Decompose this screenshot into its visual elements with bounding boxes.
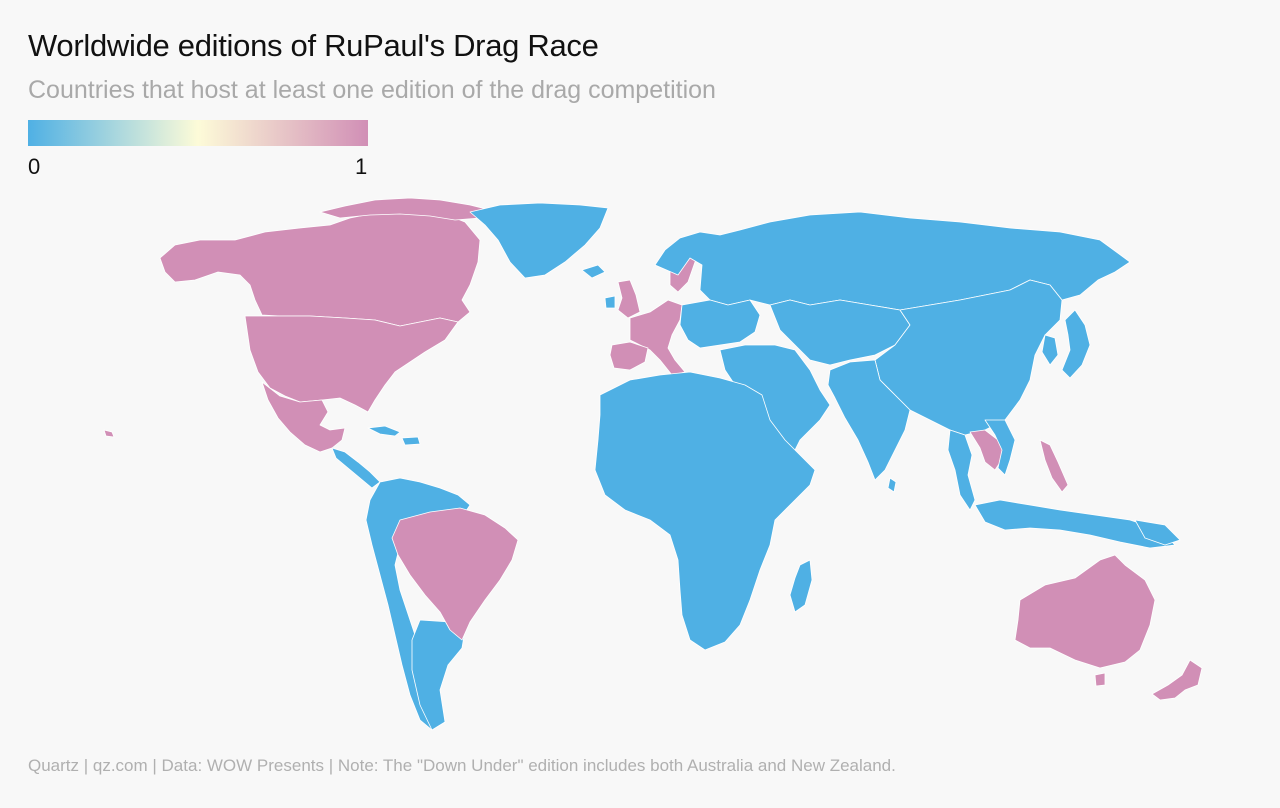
country-tasmania (1094, 672, 1106, 687)
country-sri-lanka (887, 477, 897, 493)
country-new-zealand (1151, 659, 1203, 701)
country-greenland (469, 202, 609, 279)
country-hawaii (103, 429, 115, 438)
country-korea (1041, 334, 1059, 366)
country-united-kingdom (617, 279, 641, 319)
country-central-america (331, 447, 381, 489)
country-north-africa (594, 371, 816, 651)
country-alaska-canada (159, 209, 481, 327)
country-brazil (391, 507, 519, 641)
legend-color-bar (28, 120, 368, 146)
chart-title: Worldwide editions of RuPaul's Drag Race (28, 28, 599, 63)
country-hispaniola (401, 436, 421, 446)
country-eastern-europe (679, 299, 761, 349)
country-southeast-asia (947, 429, 976, 511)
country-cuba (367, 425, 401, 437)
country-japan (1061, 309, 1091, 379)
country-iceland (581, 264, 606, 279)
chart-subtitle: Countries that host at least one edition… (28, 76, 716, 104)
country-papua-new-guinea (1134, 519, 1181, 546)
country-ireland (604, 295, 616, 309)
country-mexico (261, 381, 346, 453)
country-indonesia (974, 499, 1176, 549)
country-vietnam-laos (984, 419, 1016, 476)
country-philippines (1039, 439, 1069, 493)
country-madagascar (789, 559, 813, 613)
country-spain (609, 341, 649, 371)
legend-min-label: 0 (28, 154, 41, 179)
country-united-states (244, 315, 459, 413)
chart-footer: Quartz | qz.com | Data: WOW Presents | N… (28, 756, 896, 775)
country-india-south-asia (827, 359, 911, 481)
country-australia (1014, 554, 1156, 669)
legend-max-label: 1 (355, 154, 368, 179)
